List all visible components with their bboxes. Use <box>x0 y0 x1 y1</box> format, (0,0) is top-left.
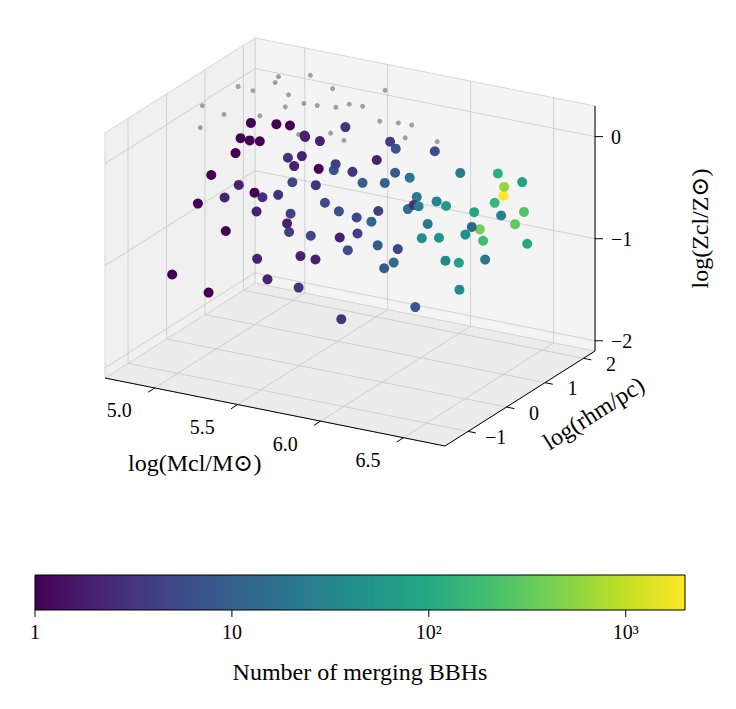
svg-text:5.0: 5.0 <box>107 399 132 421</box>
svg-text:1: 1 <box>567 377 577 399</box>
svg-text:10: 10 <box>222 621 242 643</box>
svg-text:−1: −1 <box>485 426 506 448</box>
svg-text:5.5: 5.5 <box>190 416 215 438</box>
svg-text:−2: −2 <box>611 330 632 352</box>
svg-text:2: 2 <box>606 353 616 375</box>
svg-text:log(Mcl/M⊙): log(Mcl/M⊙) <box>128 450 261 476</box>
svg-text:10²: 10² <box>416 621 442 643</box>
svg-text:6.5: 6.5 <box>356 449 381 471</box>
svg-text:log(Zcl/Z⊙): log(Zcl/Z⊙) <box>687 168 713 288</box>
svg-text:0: 0 <box>529 402 539 424</box>
svg-text:log(rhm/pc): log(rhm/pc) <box>538 372 649 455</box>
svg-text:Number of merging BBHs: Number of merging BBHs <box>233 659 488 685</box>
svg-text:1: 1 <box>30 621 40 643</box>
svg-text:10³: 10³ <box>613 621 639 643</box>
svg-text:0: 0 <box>611 126 621 148</box>
svg-text:6.0: 6.0 <box>273 433 298 455</box>
svg-text:−1: −1 <box>611 228 632 250</box>
